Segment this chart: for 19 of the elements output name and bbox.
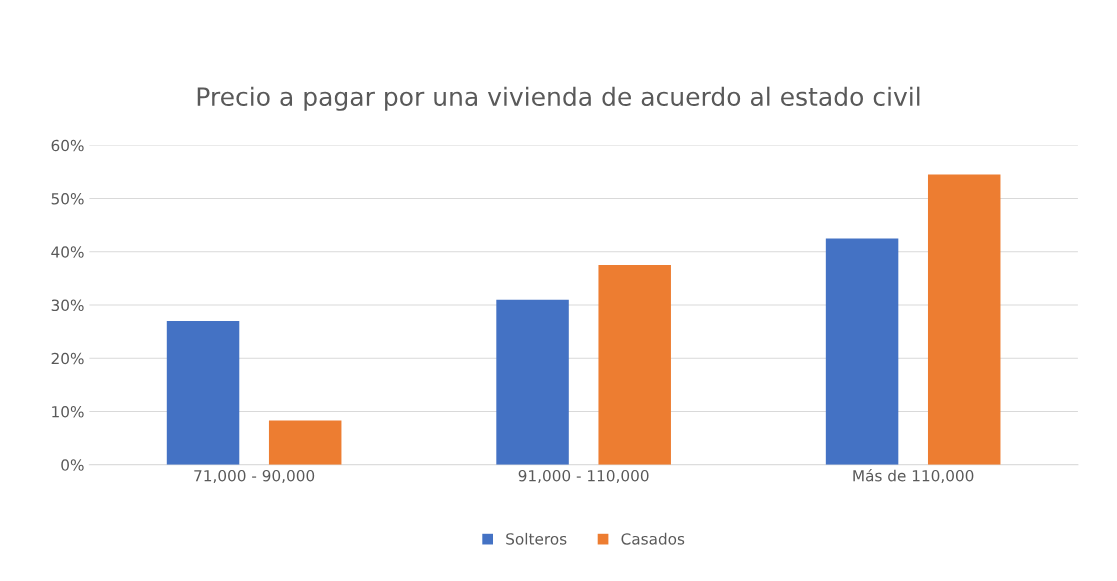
x-tick-label: 91,000 - 110,000 [518, 469, 649, 484]
bar [598, 265, 671, 465]
y-tick-label: 30% [51, 299, 84, 312]
x-tick-label: Más de 110,000 [853, 469, 974, 484]
bar [268, 420, 342, 465]
bar [166, 321, 240, 465]
y-tick-label: 20% [51, 352, 84, 365]
legend-label: Solteros [506, 532, 567, 545]
y-tick-label: 40% [51, 246, 84, 258]
y-tick-label: 10% [52, 406, 84, 418]
y-tick-label: 0% [61, 459, 84, 471]
y-tick-label: 60% [51, 139, 84, 152]
legend-label: Casados [621, 532, 685, 545]
y-tick-label: 50% [51, 192, 84, 205]
bar [927, 174, 1001, 465]
chart-title: Precio a pagar por una vivienda de acuerdo al estado civil [197, 86, 920, 111]
x-tick-label: 71,000 - 90,000 [194, 469, 315, 484]
bar [825, 238, 899, 465]
bar [496, 299, 569, 465]
